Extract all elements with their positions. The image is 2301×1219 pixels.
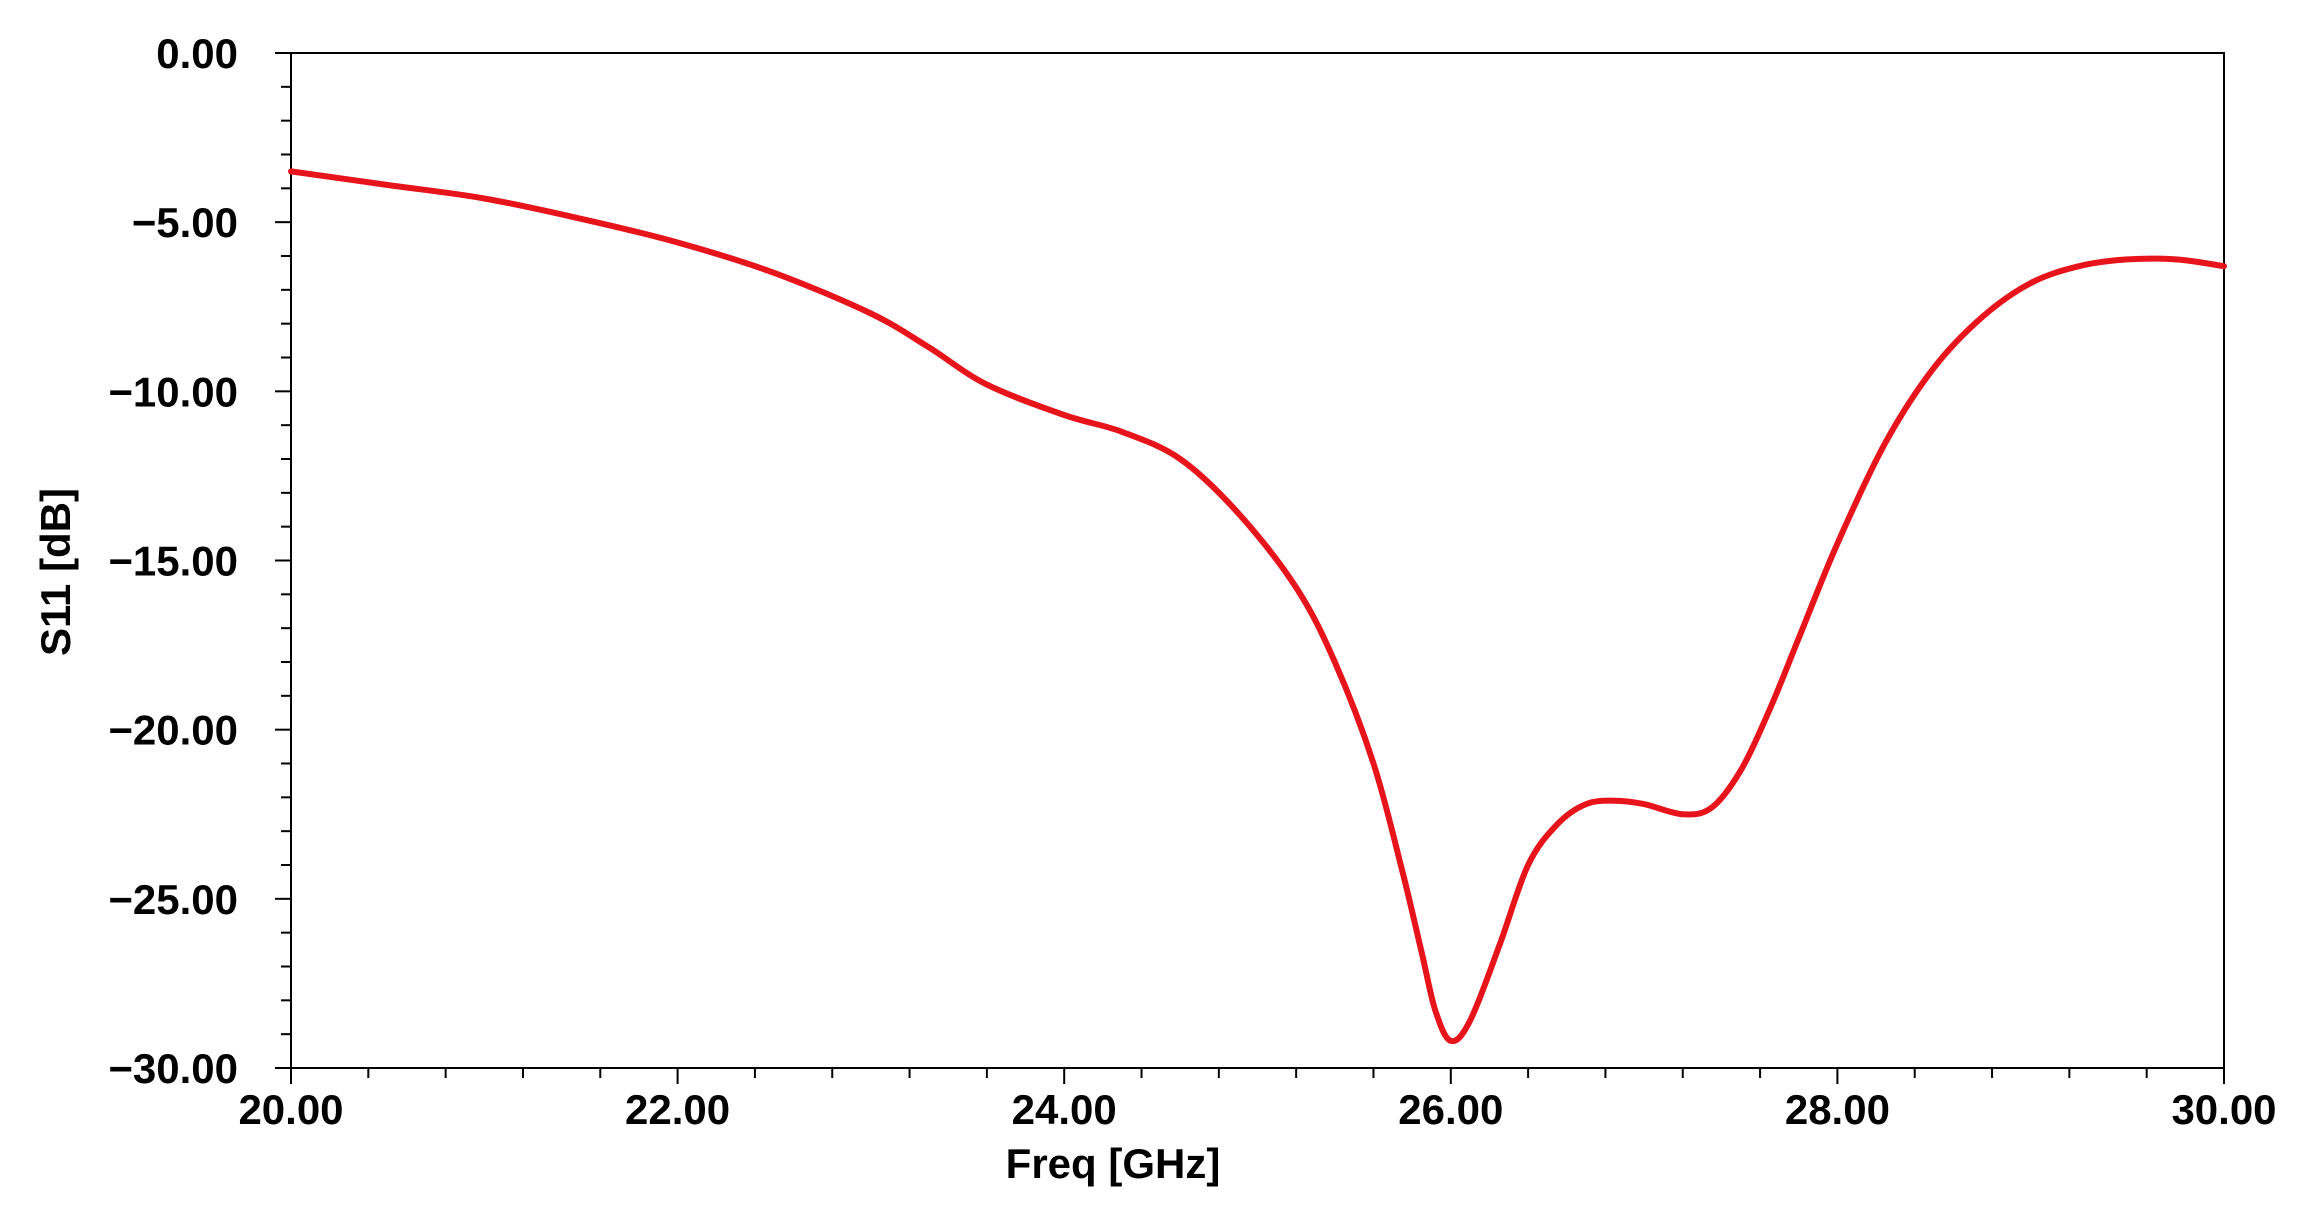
y-axis-tick-labels: 0.00 −5.00 −10.00 −15.00 −20.00 −25.00 −30.00: [108, 30, 238, 1092]
y-tick-label: −10.00: [108, 368, 238, 415]
x-axis-tick-labels: 20.00 22.00 24.00 26.00 28.00 30.00: [238, 1086, 2276, 1133]
series-line-s11: [288, 168, 2227, 1045]
y-tick-label: −25.00: [108, 876, 238, 923]
x-axis-title: Freq [GHz]: [1006, 1140, 1221, 1187]
y-tick-label: −30.00: [108, 1045, 238, 1092]
y-tick-label: −5.00: [132, 199, 238, 246]
minor-ticks: [275, 52, 2225, 1084]
x-tick-label: 20.00: [238, 1086, 343, 1133]
x-tick-label: 26.00: [1398, 1086, 1503, 1133]
x-tick-label: 24.00: [1012, 1086, 1117, 1133]
x-tick-label: 30.00: [2171, 1086, 2276, 1133]
plot-area-border: [290, 52, 2225, 1069]
x-tick-label: 22.00: [625, 1086, 730, 1133]
y-tick-label: −20.00: [108, 707, 238, 754]
series-group: [288, 168, 2227, 1045]
y-tick-label: 0.00: [156, 30, 238, 77]
y-tick-label: −15.00: [108, 538, 238, 585]
x-tick-label: 28.00: [1785, 1086, 1890, 1133]
y-axis-title: S11 [dB]: [32, 488, 79, 656]
plot-frame: [290, 52, 2225, 1069]
